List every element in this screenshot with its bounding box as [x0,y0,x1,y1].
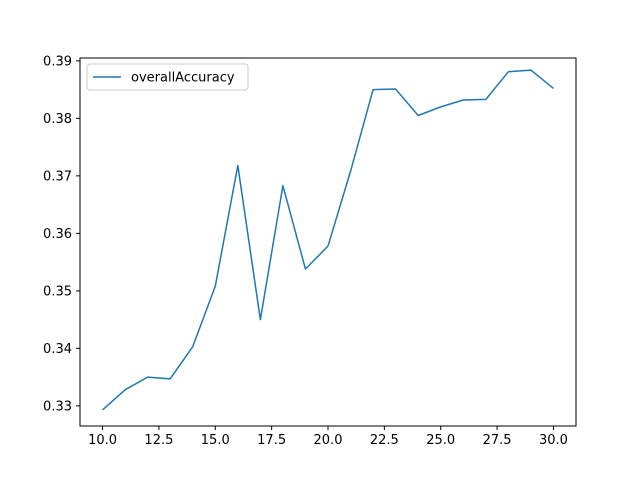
x-tick-label: 20.0 [314,433,343,448]
series-lines [102,69,554,411]
legend-label: overallAccuracy [131,71,235,86]
x-tick-label: 27.5 [483,433,512,448]
y-tick-label: 0.35 [43,284,72,299]
y-tick-label: 0.34 [43,342,72,357]
x-tick-label: 12.5 [144,433,173,448]
y-tick-label: 0.33 [43,399,72,414]
legend: overallAccuracy [86,63,249,91]
axis-ticks: 10.0 12.5 15.0 17.5 20.0 22.5 25.0 27.5 30.0 0.33… [43,54,568,448]
y-tick-label: 0.36 [43,227,72,242]
x-tick-label: 22.5 [370,433,399,448]
x-tick-label: 15.0 [201,433,230,448]
y-tick-label: 0.38 [43,112,72,127]
x-tick-label: 25.0 [426,433,455,448]
x-tick-label: 10.0 [88,433,117,448]
x-tick-label: 17.5 [257,433,286,448]
series-line-overallAccuracy [102,69,554,411]
axes-frame [79,57,577,427]
y-tick-label: 0.37 [43,169,72,184]
x-tick-label: 30.0 [539,433,568,448]
legend-box [86,63,249,91]
y-tick-label: 0.39 [43,54,72,69]
